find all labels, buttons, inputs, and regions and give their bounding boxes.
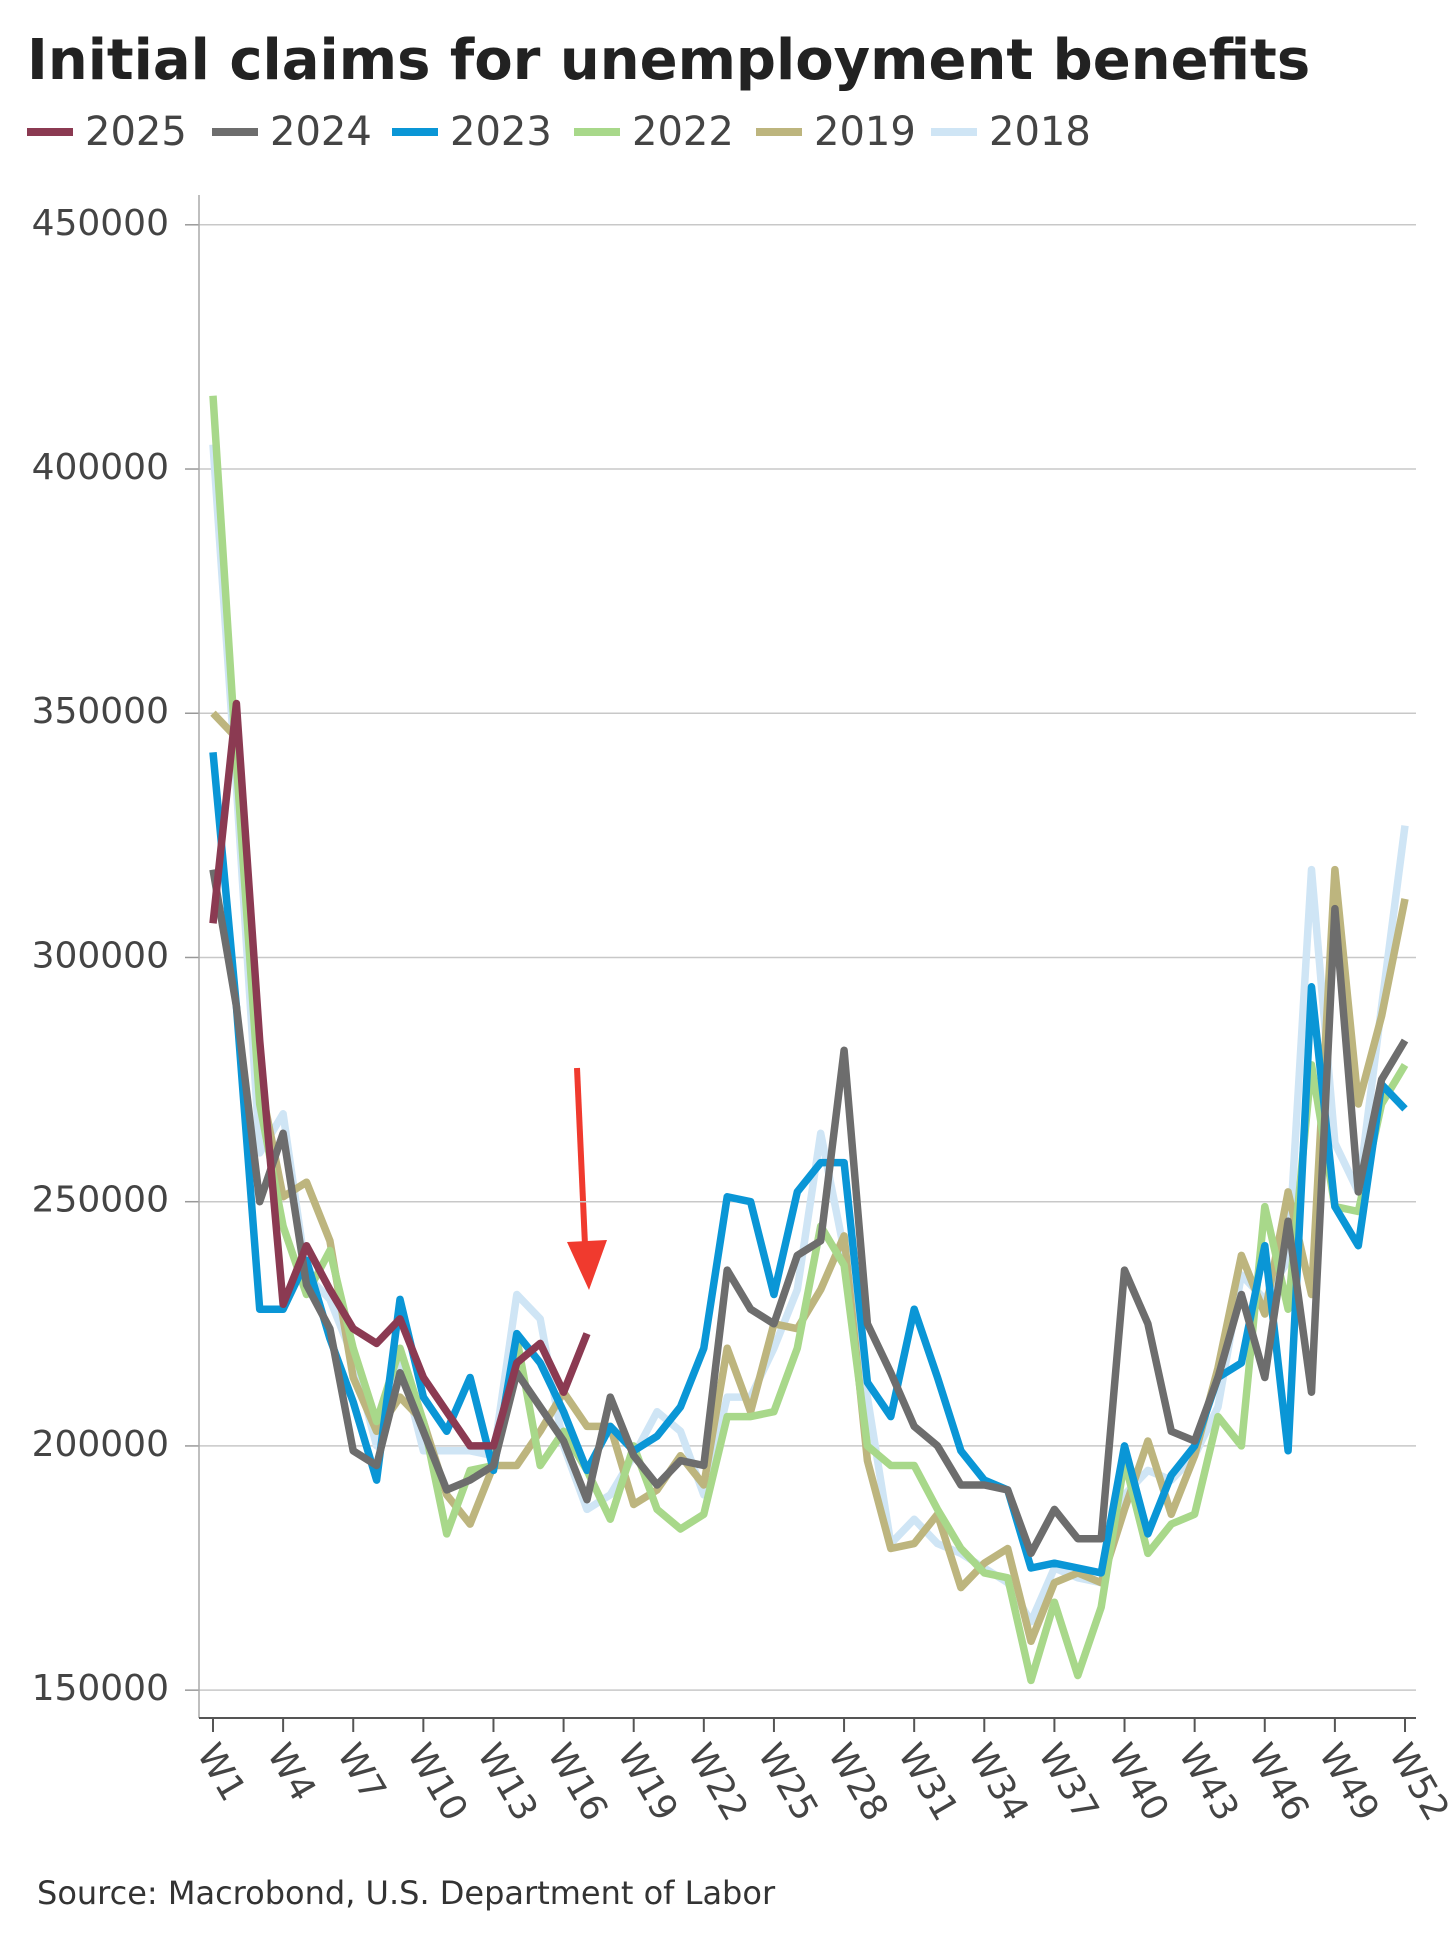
legend-item: 2019: [756, 109, 916, 155]
x-tick-label: W46: [1240, 1737, 1316, 1828]
y-tick-label: 350000: [32, 691, 169, 732]
x-tick-label: W40: [1100, 1737, 1176, 1828]
series-line: [209, 868, 1409, 1558]
x-tick-label: W4: [259, 1737, 324, 1808]
chart-title: Initial claims for unemployment benefits: [27, 28, 1310, 93]
arrow-shaft: [574, 1067, 588, 1246]
x-tick-label: W49: [1310, 1737, 1386, 1828]
legend-label: 2018: [989, 109, 1091, 155]
legend-item: 2023: [392, 109, 552, 155]
x-tick-label: W22: [679, 1737, 755, 1828]
legend-item: 2025: [27, 109, 187, 155]
x-tick-label: W37: [1030, 1737, 1106, 1828]
y-tick-label: 450000: [32, 203, 169, 244]
x-tick-label: W13: [469, 1737, 545, 1828]
y-tick-label: 250000: [32, 1180, 169, 1221]
arrow-head: [567, 1240, 607, 1290]
y-tick-label: 300000: [32, 935, 169, 976]
x-tick-label: W19: [609, 1737, 685, 1828]
legend-label: 2019: [814, 109, 916, 155]
x-tick-label: W1: [189, 1737, 254, 1808]
series-line: [209, 751, 1408, 1577]
x-tick-label: W52: [1381, 1737, 1456, 1828]
legend-label: 2024: [270, 109, 372, 155]
x-tick-label: W16: [539, 1737, 615, 1828]
x-tick-label: W43: [1170, 1737, 1246, 1828]
legend-label: 2022: [632, 109, 734, 155]
legend-label: 2025: [85, 109, 187, 155]
x-tick-label: W25: [749, 1737, 825, 1828]
x-tick-label: W7: [329, 1737, 394, 1808]
source-note: Source: Macrobond, U.S. Department of La…: [37, 1874, 776, 1912]
legend-item: 2018: [931, 109, 1091, 155]
x-tick-label: W10: [399, 1737, 475, 1828]
legend-label: 2023: [450, 109, 552, 155]
x-tick-label: W34: [960, 1737, 1036, 1828]
legend-item: 2024: [212, 109, 372, 155]
y-tick-label: 150000: [32, 1668, 169, 1709]
x-tick-label: W28: [820, 1737, 896, 1828]
y-tick-label: 400000: [32, 447, 169, 488]
y-tick-label: 200000: [32, 1424, 169, 1465]
annotation-arrow: [567, 1067, 607, 1290]
series-line: [209, 395, 1409, 1685]
legend-item: 2022: [574, 109, 734, 155]
x-tick-label: W31: [890, 1737, 966, 1828]
series-line: [209, 699, 591, 1450]
